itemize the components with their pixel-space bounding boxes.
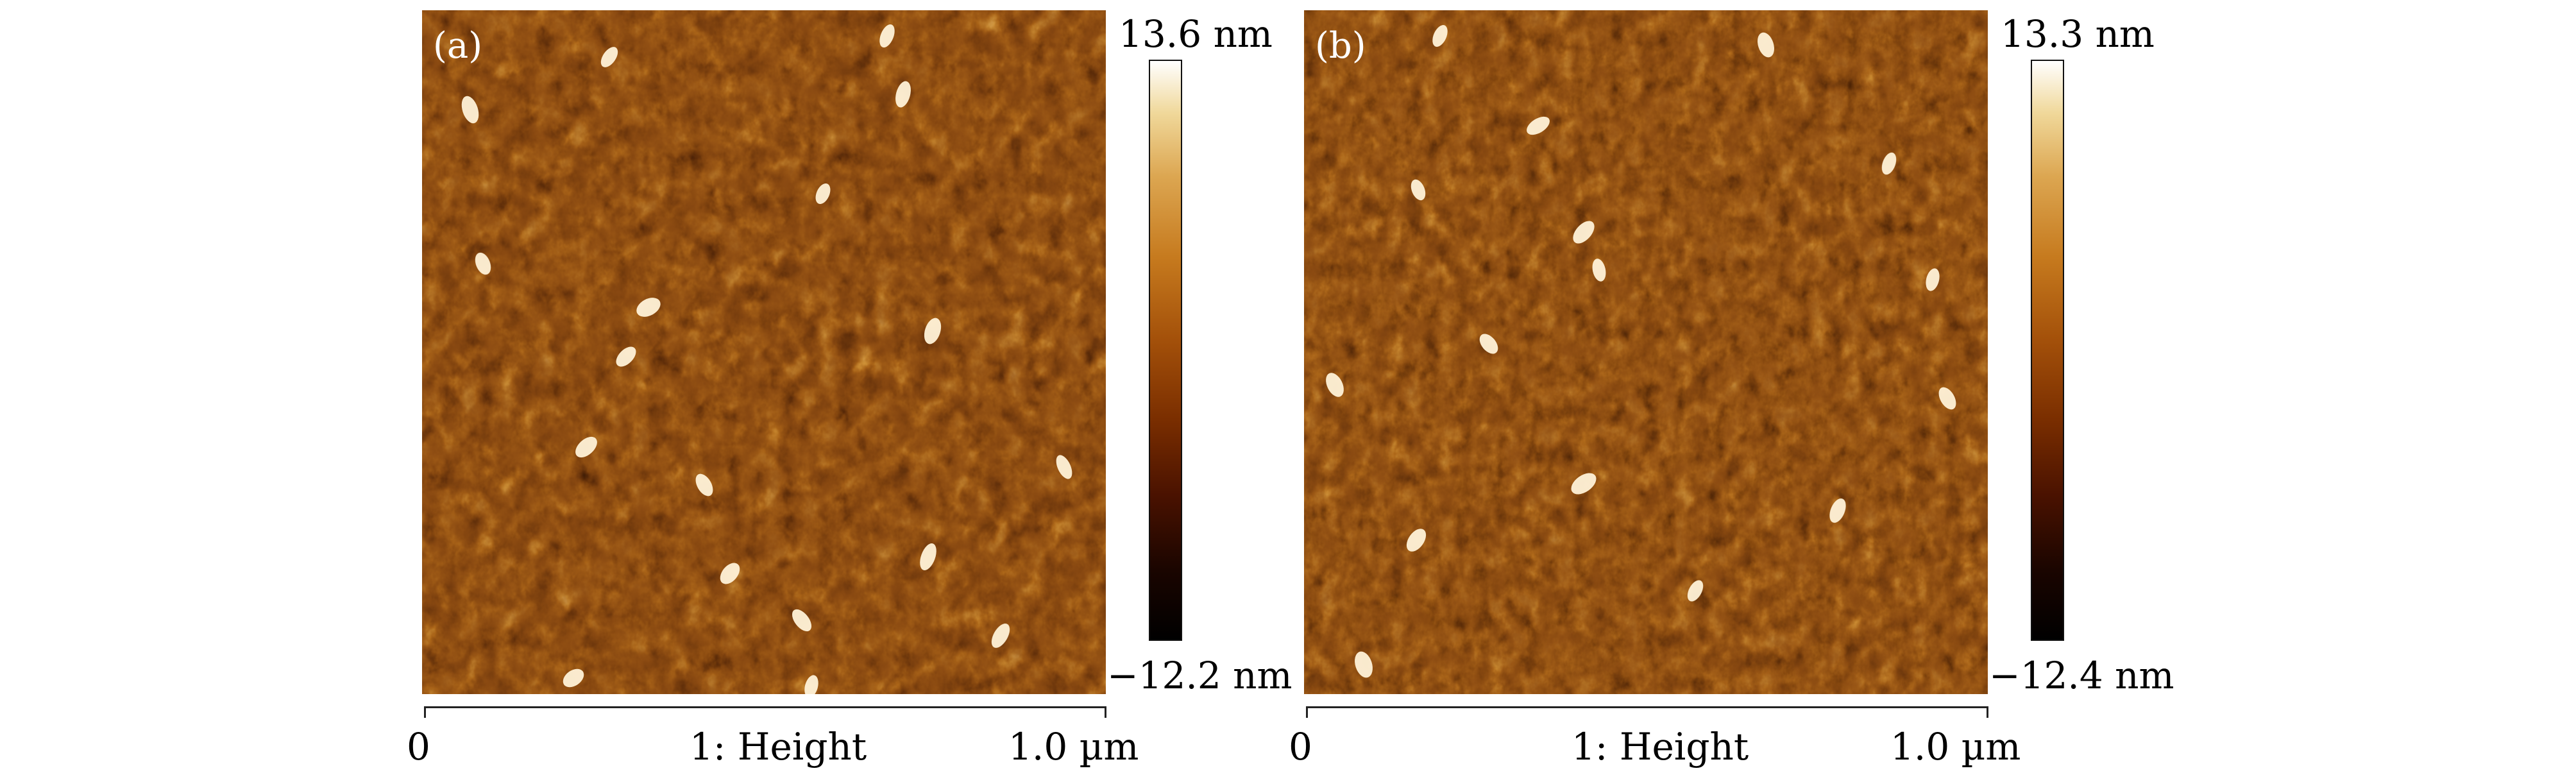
colorbar-min-label-b: −12.4 nm — [1989, 654, 2174, 697]
scale-tick-right-b — [1987, 706, 1988, 718]
scale-line-a — [424, 706, 1106, 708]
afm-surface-a — [422, 10, 1106, 694]
colorbar-max-label-a: 13.6 nm — [1119, 12, 1273, 56]
height-colorbar-a — [1149, 60, 1182, 641]
afm-panel-a: (a) 13.6 nm −12.2 nm 0 1: Height 1.0 µm — [0, 0, 1292, 773]
scale-channel-label-a: 1: Height — [690, 725, 867, 769]
afm-surface-b — [1304, 10, 1988, 694]
afm-height-image-b — [1304, 10, 1988, 694]
colorbar-min-label-a: −12.2 nm — [1107, 654, 1292, 697]
afm-height-image-a — [422, 10, 1106, 694]
scale-start-label-b: 0 — [1289, 725, 1312, 769]
afm-panel-b: (b) 13.3 nm −12.4 nm 0 1: Height 1.0 µm — [882, 0, 2174, 773]
height-colorbar-b — [2031, 60, 2064, 641]
scale-tick-right-a — [1105, 706, 1106, 718]
height-colorbar-gradient-b — [2032, 61, 2063, 640]
colorbar-max-label-b: 13.3 nm — [2001, 12, 2155, 56]
scale-bar-b — [1306, 706, 1988, 718]
scale-tick-left-b — [1306, 706, 1308, 718]
scale-start-label-a: 0 — [407, 725, 430, 769]
scale-bar-a — [424, 706, 1106, 718]
scale-end-label-a: 1.0 µm — [1008, 725, 1139, 769]
scale-channel-label-b: 1: Height — [1572, 725, 1749, 769]
panel-label-b: (b) — [1315, 25, 1366, 67]
scale-tick-left-a — [424, 706, 426, 718]
panel-label-a: (a) — [433, 25, 483, 67]
scale-end-label-b: 1.0 µm — [1890, 725, 2021, 769]
height-colorbar-gradient-a — [1150, 61, 1181, 640]
scale-line-b — [1306, 706, 1988, 708]
